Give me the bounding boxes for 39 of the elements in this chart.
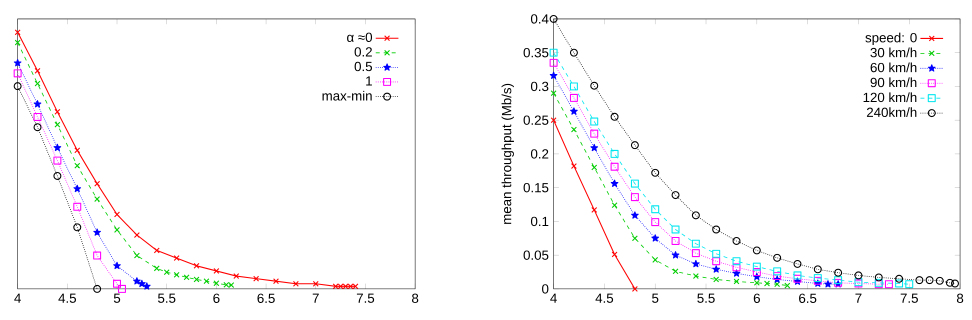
legend-label: 90 km/h [870, 78, 916, 88]
y-tick-label: 0.15 [524, 183, 548, 192]
x-tick-label: 6.5 [258, 294, 275, 304]
legend-label: α ≈0 [347, 32, 372, 42]
legend-label: 30 km/h [870, 48, 916, 58]
x-tick-label: 7.5 [356, 294, 374, 303]
x-tick-label: 8 [956, 294, 964, 304]
legend-label: 60 km/h [870, 62, 916, 72]
legend-label: speed: 0 [865, 32, 917, 46]
y-tick-label: 0 [542, 284, 548, 294]
x-tick-label: 6 [754, 294, 760, 304]
y-axis-title: mean throughput (Mb/s) [502, 84, 514, 224]
legend-label: 0.2 [354, 47, 372, 57]
x-tick-label: 7 [855, 294, 862, 303]
y-tick-label: 0.25 [524, 116, 548, 125]
legend-label: 0.5 [354, 62, 372, 72]
x-tick-label: 4 [550, 294, 557, 303]
x-tick-label: 4.5 [595, 294, 614, 303]
y-tick-label: 0.1 [530, 216, 548, 226]
x-tick-label: 6 [213, 294, 220, 304]
x-tick-label: 6.5 [799, 294, 816, 304]
x-tick-label: 7 [312, 294, 319, 303]
y-tick-label: 0.35 [524, 48, 548, 58]
y-tick-label: 0.2 [530, 149, 548, 159]
x-tick-label: 7.5 [900, 294, 918, 303]
x-tick-label: 4 [14, 294, 21, 303]
y-tick-label: 0.3 [530, 82, 548, 92]
legend-label: 1 [366, 76, 372, 86]
x-tick-label: 5 [114, 294, 120, 303]
legend-label: max-min [322, 90, 372, 101]
x-tick-label: 5.5 [697, 294, 715, 303]
x-tick-label: 8 [412, 294, 418, 304]
x-tick-label: 5 [652, 294, 658, 303]
x-tick-label: 5.5 [158, 294, 176, 303]
y-tick-label: 0.4 [530, 14, 549, 24]
legend-label: 240km/h [866, 107, 916, 118]
y-tick-label: 0.05 [524, 250, 548, 260]
legend-label: 120 km/h [864, 92, 916, 102]
x-tick-label: 4.5 [58, 294, 76, 303]
